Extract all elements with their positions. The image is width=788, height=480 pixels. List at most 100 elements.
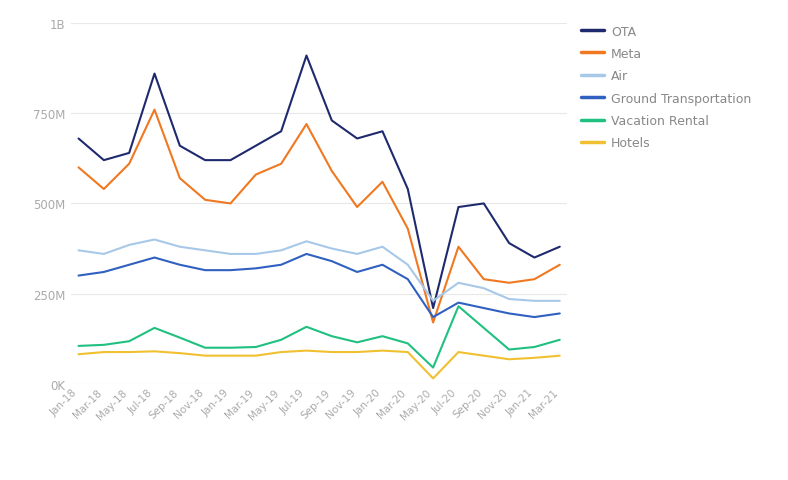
OTA [327, 118, 336, 124]
OTA [99, 158, 109, 164]
Vacation Rental [302, 324, 311, 330]
Ground Transportation [555, 311, 564, 317]
Line: Air: Air [79, 240, 559, 301]
Vacation Rental [530, 345, 539, 350]
Vacation Rental [504, 347, 514, 353]
Air [429, 299, 438, 304]
Hotels [302, 348, 311, 354]
Meta [251, 172, 261, 178]
Meta [175, 176, 184, 181]
Meta [352, 204, 362, 210]
OTA [377, 129, 387, 135]
Air [555, 299, 564, 304]
Ground Transportation [352, 270, 362, 276]
Vacation Rental [327, 334, 336, 339]
Hotels [327, 349, 336, 355]
Vacation Rental [277, 337, 286, 343]
Meta [225, 201, 235, 207]
Vacation Rental [352, 340, 362, 346]
Ground Transportation [251, 266, 261, 272]
Ground Transportation [479, 306, 489, 312]
Vacation Rental [555, 337, 564, 343]
Air [277, 248, 286, 254]
Meta [99, 187, 109, 192]
OTA [150, 72, 159, 77]
OTA [200, 158, 210, 164]
Ground Transportation [277, 263, 286, 268]
Meta [454, 244, 463, 250]
OTA [175, 144, 184, 149]
Vacation Rental [99, 342, 109, 348]
Meta [555, 263, 564, 268]
Air [175, 244, 184, 250]
Hotels [125, 349, 134, 355]
Air [225, 252, 235, 257]
Vacation Rental [125, 339, 134, 345]
Hotels [429, 376, 438, 382]
Vacation Rental [74, 343, 84, 349]
Vacation Rental [454, 304, 463, 310]
OTA [454, 204, 463, 210]
OTA [429, 306, 438, 312]
Meta [150, 108, 159, 113]
Ground Transportation [200, 268, 210, 274]
Air [377, 244, 387, 250]
Hotels [175, 350, 184, 356]
Hotels [200, 353, 210, 359]
Meta [125, 162, 134, 168]
Vacation Rental [225, 345, 235, 351]
Ground Transportation [530, 314, 539, 320]
Ground Transportation [74, 273, 84, 279]
OTA [555, 244, 564, 250]
Line: Vacation Rental: Vacation Rental [79, 307, 559, 368]
Vacation Rental [251, 345, 261, 350]
Line: Meta: Meta [79, 110, 559, 323]
Hotels [555, 353, 564, 359]
Air [454, 280, 463, 286]
Line: Ground Transportation: Ground Transportation [79, 254, 559, 317]
Legend: OTA, Meta, Air, Ground Transportation, Vacation Rental, Hotels: OTA, Meta, Air, Ground Transportation, V… [578, 23, 754, 153]
Hotels [251, 353, 261, 359]
OTA [403, 187, 413, 192]
Air [302, 239, 311, 245]
Ground Transportation [429, 314, 438, 320]
Air [327, 246, 336, 252]
Hotels [277, 349, 286, 355]
Ground Transportation [403, 276, 413, 282]
OTA [530, 255, 539, 261]
Hotels [377, 348, 387, 354]
Hotels [479, 353, 489, 359]
Meta [200, 198, 210, 204]
Meta [327, 169, 336, 175]
Vacation Rental [377, 334, 387, 339]
Air [99, 252, 109, 257]
Hotels [74, 351, 84, 357]
Ground Transportation [504, 311, 514, 317]
Air [479, 286, 489, 291]
Ground Transportation [99, 270, 109, 276]
Hotels [454, 349, 463, 355]
Hotels [99, 349, 109, 355]
Air [150, 237, 159, 243]
Ground Transportation [454, 300, 463, 306]
Vacation Rental [150, 325, 159, 331]
OTA [479, 201, 489, 207]
Air [251, 252, 261, 257]
Hotels [403, 349, 413, 355]
Air [403, 263, 413, 268]
Ground Transportation [377, 263, 387, 268]
Meta [302, 122, 311, 128]
OTA [277, 129, 286, 135]
Vacation Rental [200, 345, 210, 351]
Ground Transportation [327, 259, 336, 264]
OTA [302, 54, 311, 60]
Hotels [352, 349, 362, 355]
Meta [429, 320, 438, 326]
Hotels [504, 357, 514, 362]
Line: OTA: OTA [79, 57, 559, 309]
OTA [74, 136, 84, 142]
Ground Transportation [150, 255, 159, 261]
Vacation Rental [479, 325, 489, 331]
OTA [251, 144, 261, 149]
Meta [403, 227, 413, 232]
